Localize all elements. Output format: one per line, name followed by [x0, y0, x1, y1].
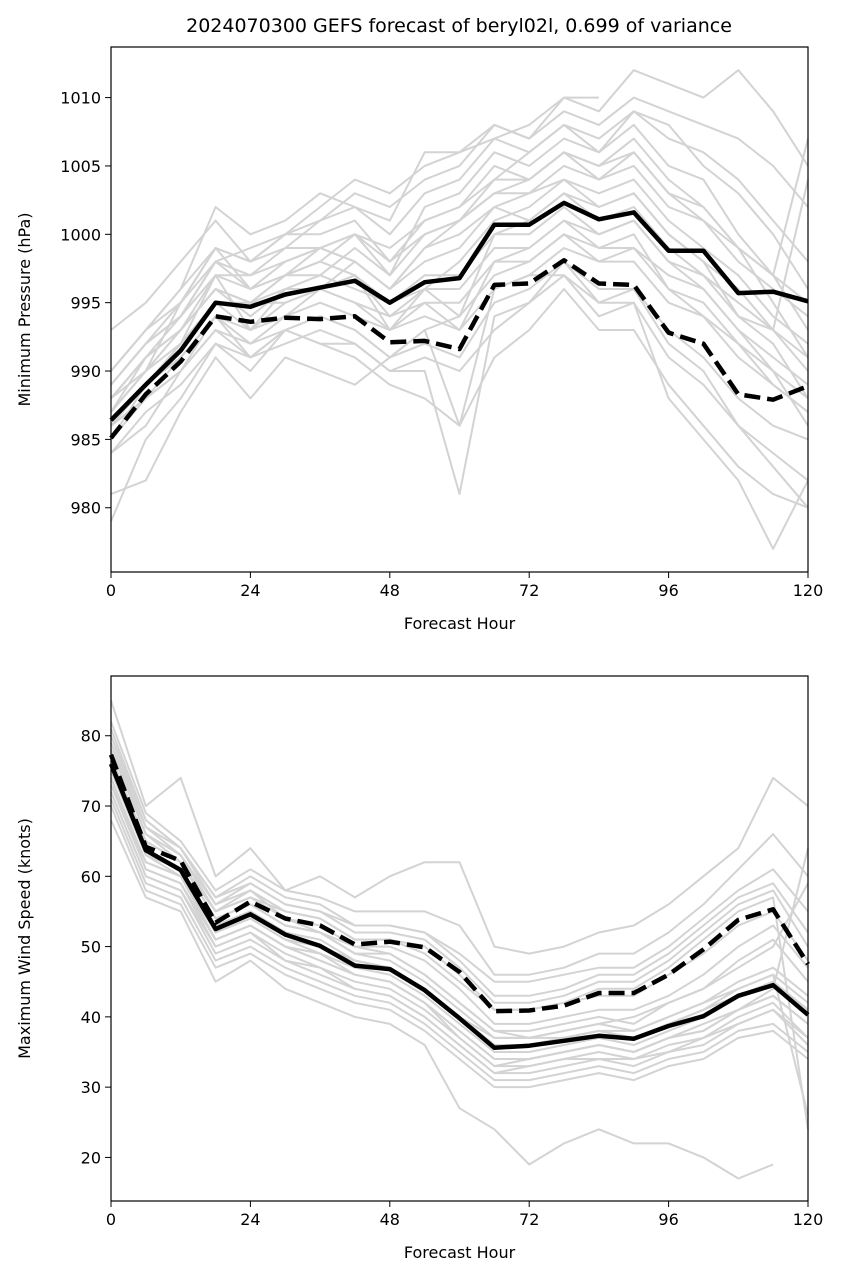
- pressure-member-line-9: [110, 192, 809, 400]
- pressure-dashed-line: [109, 258, 809, 440]
- wind-member-line-6: [110, 805, 809, 1089]
- pressure-member-line-25: [110, 138, 809, 372]
- pressure-solid-line: [109, 200, 809, 422]
- wind-y-axis-label: Maximum Wind Speed (knots): [15, 818, 34, 1059]
- pressure-member-line-17: [110, 233, 809, 427]
- pressure-x-tick-label: 0: [106, 581, 116, 600]
- wind-member-line-11: [110, 721, 809, 976]
- pressure-member-line-18: [110, 260, 809, 522]
- wind-x-axis-label: Forecast Hour: [404, 1243, 516, 1262]
- wind-member-line-3: [110, 735, 809, 997]
- wind-x-tick-label: 24: [240, 1210, 260, 1229]
- pressure-x-tick-label: 72: [519, 581, 539, 600]
- pressure-member-line-22: [110, 274, 809, 550]
- wind-member-line-17: [110, 791, 809, 1075]
- wind-member-line-8: [110, 742, 809, 1004]
- pressure-x-tick-label: 120: [793, 581, 824, 600]
- pressure-member-line-5: [110, 274, 809, 482]
- pressure-member-line-19: [110, 69, 809, 331]
- pressure-main-lines: [109, 200, 809, 440]
- wind-member-line-21: [110, 784, 809, 1060]
- wind-y-tick-label: 20: [81, 1148, 101, 1167]
- wind-x-ticks: 0 24 48 72 96 120: [106, 1201, 823, 1229]
- pressure-y-tick-label: 980: [70, 499, 101, 518]
- pressure-member-line-20: [110, 96, 599, 372]
- pressure-chart: 0 24 48 72 96 120 980 985 990 995 1000 1005 1010 Fo…: [15, 46, 823, 633]
- wind-member-line-19: [110, 819, 774, 1180]
- wind-member-line-1: [110, 749, 809, 1039]
- wind-y-tick-label: 30: [81, 1078, 101, 1097]
- wind-y-ticks: 20 30 40 50 60 70 80: [81, 727, 111, 1167]
- pressure-member-line-11: [110, 96, 809, 386]
- wind-member-line-24: [110, 728, 809, 983]
- wind-member-line-5: [110, 700, 809, 955]
- wind-x-tick-label: 0: [106, 1210, 116, 1229]
- pressure-x-tick-label: 96: [658, 581, 678, 600]
- pressure-member-line-1: [110, 123, 809, 400]
- wind-member-line-16: [110, 735, 809, 1011]
- pressure-y-tick-label: 985: [70, 430, 101, 449]
- pressure-x-axis-label: Forecast Hour: [404, 614, 516, 633]
- figure-title: 2024070300 GEFS forecast of beryl02l, 0.…: [186, 15, 732, 37]
- pressure-plot-frame: [110, 46, 809, 573]
- wind-chart: 0 24 48 72 96 120 20 30 40 50 60 70 80 Forecast Hou…: [15, 675, 823, 1262]
- pressure-member-line-6: [110, 288, 809, 509]
- pressure-y-ticks: 980 985 990 995 1000 1005 1010: [60, 89, 111, 518]
- wind-dashed-line: [108, 753, 810, 1014]
- pressure-member-line-13: [110, 178, 809, 413]
- wind-y-tick-label: 70: [81, 797, 101, 816]
- wind-x-tick-label: 48: [380, 1210, 400, 1229]
- pressure-x-tick-label: 48: [380, 581, 400, 600]
- wind-solid-line: [108, 763, 810, 1051]
- wind-ensemble-members: [110, 700, 809, 1180]
- wind-x-tick-label: 120: [793, 1210, 824, 1229]
- pressure-member-line-16: [110, 151, 809, 386]
- pressure-x-tick-label: 24: [240, 581, 260, 600]
- wind-x-tick-label: 96: [658, 1210, 678, 1229]
- pressure-y-tick-label: 1005: [60, 157, 101, 176]
- pressure-y-tick-label: 1000: [60, 225, 101, 244]
- wind-member-line-13: [110, 798, 809, 1082]
- wind-member-line-23: [110, 770, 809, 1116]
- pressure-ensemble-members: [110, 69, 809, 550]
- wind-y-tick-label: 60: [81, 867, 101, 886]
- wind-y-tick-label: 40: [81, 1008, 101, 1027]
- wind-y-tick-label: 80: [81, 727, 101, 746]
- pressure-member-line-7: [110, 110, 809, 372]
- pressure-y-tick-label: 995: [70, 294, 101, 313]
- pressure-x-ticks: 0 24 48 72 96 120: [106, 572, 823, 600]
- pressure-member-line-21: [110, 260, 809, 509]
- pressure-y-axis-label: Minimum Pressure (hPa): [15, 213, 34, 407]
- wind-plot-frame: [110, 675, 809, 1202]
- pressure-member-line-24: [110, 219, 809, 427]
- wind-member-line-20: [110, 742, 809, 1130]
- wind-x-tick-label: 72: [519, 1210, 539, 1229]
- wind-y-tick-label: 50: [81, 938, 101, 957]
- wind-main-lines: [108, 753, 810, 1051]
- pressure-y-tick-label: 990: [70, 362, 101, 381]
- pressure-member-line-8: [110, 151, 809, 413]
- pressure-y-tick-label: 1010: [60, 89, 101, 108]
